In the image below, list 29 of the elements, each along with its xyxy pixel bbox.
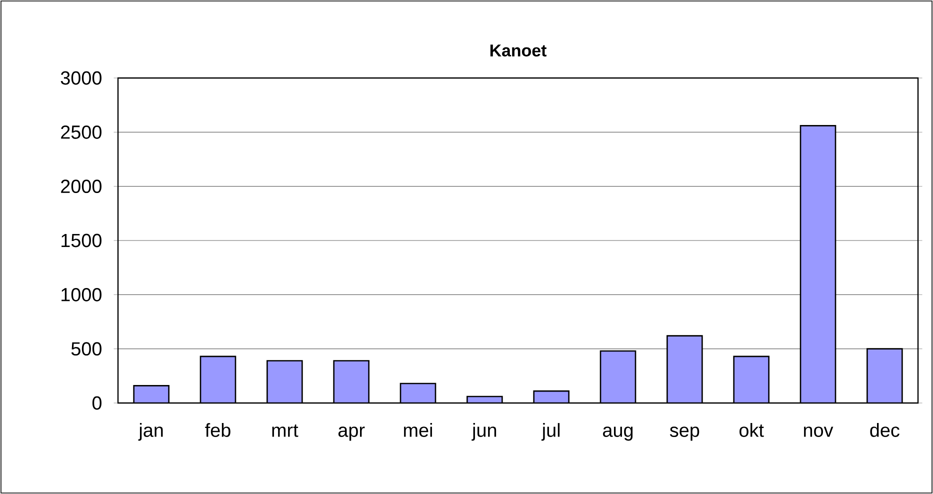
y-tick-label: 3000 (60, 71, 102, 85)
x-tick-label: aug (603, 426, 633, 441)
bar (666, 335, 703, 403)
bar (866, 348, 903, 403)
y-tick-label: 1000 (62, 288, 102, 302)
y-tick-label: 1500 (62, 234, 102, 248)
y-tick-label: 2000 (61, 180, 102, 194)
bar (600, 350, 636, 403)
x-tick-label: nov (804, 426, 834, 437)
x-tick-label: apr (338, 426, 365, 441)
bar (733, 356, 770, 403)
x-tick-label: mei (404, 423, 432, 437)
x-tick-label: jun (472, 423, 496, 441)
chart-title: Kanoet (490, 44, 546, 57)
y-tick-label: 0 (92, 396, 102, 410)
x-tick-label: okt (740, 423, 764, 437)
bar (333, 360, 370, 403)
bar (200, 356, 236, 403)
y-tick-label: 500 (71, 342, 102, 356)
bar (400, 382, 436, 403)
x-tick-label: feb (205, 423, 230, 437)
x-tick-label: jan (138, 423, 163, 441)
x-tick-label: dec (870, 423, 900, 437)
bar (266, 360, 303, 403)
x-tick-label: mrt (272, 424, 298, 437)
bar (800, 125, 836, 403)
y-tick-label: 2500 (61, 125, 102, 139)
x-tick-label: sep (670, 426, 700, 441)
x-tick-label: jul (541, 423, 560, 441)
